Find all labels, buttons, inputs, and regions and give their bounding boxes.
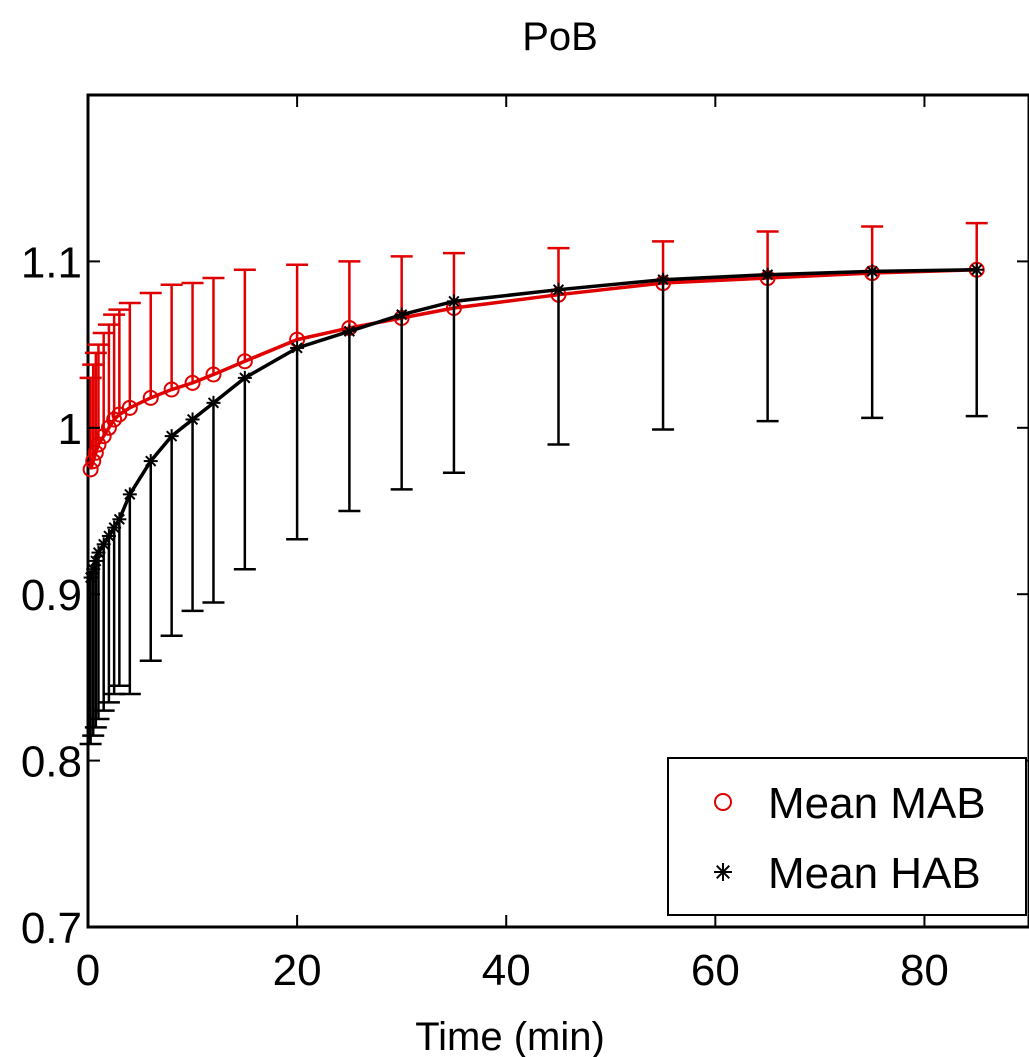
y-tick-label: 1: [58, 405, 82, 454]
y-tick-label: 1.1: [21, 238, 82, 287]
data-point: [112, 512, 127, 527]
data-point: [290, 340, 305, 355]
data-point: [969, 262, 984, 277]
y-tick-label: 0.7: [21, 904, 82, 953]
y-tick-label: 0.9: [21, 571, 82, 620]
data-point: [656, 272, 671, 287]
data-point: [163, 381, 180, 398]
legend: Mean MAB Mean HAB: [667, 757, 1027, 916]
x-tick-label: 0: [76, 946, 100, 995]
data-point: [91, 545, 106, 560]
data-point: [342, 324, 357, 339]
legend-text-hab: Mean HAB: [768, 849, 981, 898]
data-point: [101, 528, 116, 543]
data-point: [106, 411, 123, 428]
data-point: [551, 282, 566, 297]
data-point: [121, 399, 138, 416]
data-point: [237, 370, 252, 385]
x-tick-label: 60: [691, 946, 740, 995]
data-point: [95, 428, 112, 445]
data-point: [82, 461, 99, 478]
legend-box: [667, 757, 1027, 916]
data-point: [394, 307, 409, 322]
data-point: [87, 444, 104, 461]
data-point: [865, 264, 880, 279]
data-point: [142, 389, 159, 406]
axes-layer: 0 20 40 60 80 0.7 0.8 0.9 1 1.1: [21, 95, 1029, 995]
data-layer: [79, 221, 988, 746]
chart-title: PoB: [522, 15, 598, 59]
data-point: [96, 537, 111, 552]
data-point: [206, 395, 221, 410]
data-point: [205, 366, 222, 383]
x-axis-label: Time (min): [415, 1015, 605, 1057]
data-point: [100, 419, 117, 436]
data-point: [236, 353, 253, 370]
y-tick-label: 0.8: [21, 738, 82, 787]
legend-marker-mab: [714, 793, 732, 811]
x-tick-label: 20: [273, 946, 322, 995]
legend-text-mab: Mean MAB: [768, 779, 986, 828]
x-tick-label: 40: [482, 946, 531, 995]
series-hab: [79, 262, 988, 746]
data-point: [446, 294, 461, 309]
data-point: [85, 453, 102, 470]
data-point: [90, 436, 107, 453]
data-point: [760, 267, 775, 282]
legend-asterisk: [714, 863, 732, 881]
data-point: [143, 454, 158, 469]
data-point: [164, 429, 179, 444]
data-point: [184, 374, 201, 391]
legend-marker-hab: [714, 863, 732, 881]
data-point: [107, 520, 122, 535]
data-point: [122, 487, 137, 502]
data-point: [185, 412, 200, 427]
x-tick-label: 80: [900, 946, 949, 995]
